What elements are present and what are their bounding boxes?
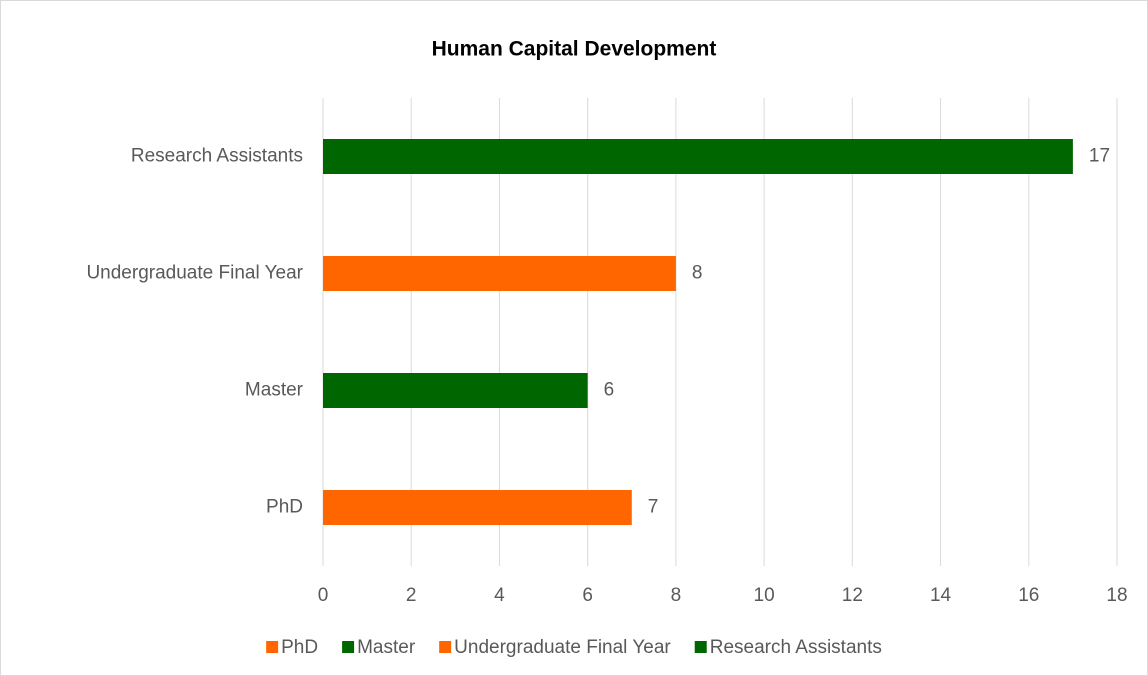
data-label: 7	[648, 497, 659, 518]
y-tick-label: Master	[245, 380, 304, 401]
legend-swatch	[694, 641, 707, 653]
x-tick-label: 16	[1018, 585, 1039, 606]
legend-label: Master	[357, 637, 416, 658]
chart-title: Human Capital Development	[432, 38, 717, 61]
legend-label: Undergraduate Final Year	[454, 637, 671, 658]
y-tick-label: Research Assistants	[131, 146, 303, 167]
x-tick-label: 12	[842, 585, 863, 606]
bar	[323, 256, 676, 291]
data-label: 17	[1089, 146, 1110, 167]
legend-swatch	[342, 641, 355, 653]
legend-label: PhD	[281, 637, 318, 658]
bar	[323, 490, 632, 525]
data-label: 6	[604, 380, 615, 401]
y-tick-label: PhD	[266, 497, 303, 518]
x-tick-label: 6	[582, 585, 593, 606]
data-label: 8	[692, 263, 703, 284]
x-tick-label: 18	[1106, 585, 1127, 606]
legend-label: Research Assistants	[710, 637, 882, 658]
bar	[323, 139, 1073, 174]
y-tick-label: Undergraduate Final Year	[86, 263, 303, 284]
bar	[323, 373, 588, 408]
x-tick-label: 2	[406, 585, 417, 606]
legend-swatch	[439, 641, 452, 653]
x-tick-label: 8	[671, 585, 682, 606]
x-tick-label: 0	[318, 585, 329, 606]
legend-swatch	[266, 641, 279, 653]
x-tick-label: 10	[754, 585, 775, 606]
x-tick-label: 14	[930, 585, 952, 606]
x-tick-label: 4	[494, 585, 505, 606]
